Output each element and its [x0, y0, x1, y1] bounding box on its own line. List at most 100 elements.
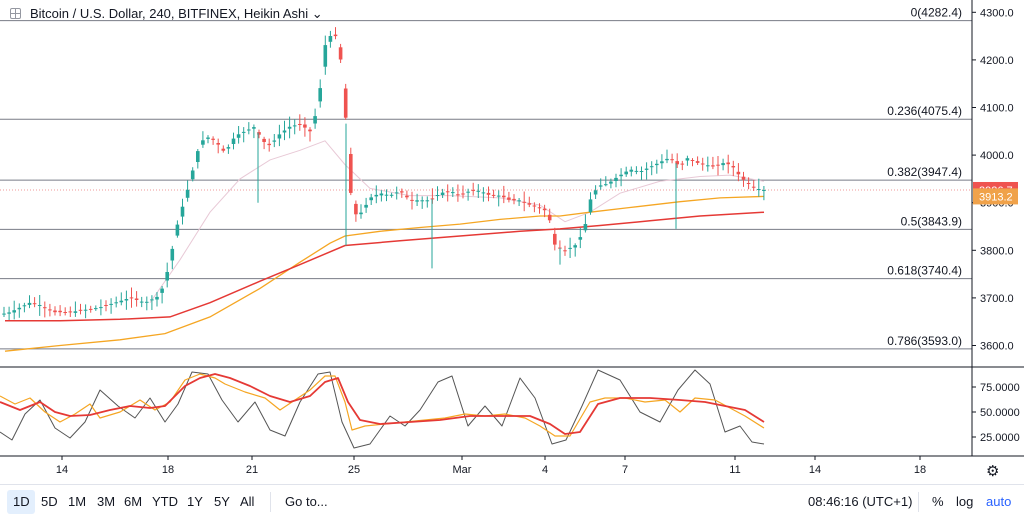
candle-body — [665, 158, 669, 161]
chart-title[interactable]: Bitcoin / U.S. Dollar, 240, BITFINEX, He… — [30, 6, 323, 21]
candle-body — [109, 303, 113, 305]
log-toggle[interactable]: log — [956, 494, 974, 509]
candle-body — [282, 130, 287, 133]
toolbar-divider — [918, 492, 919, 512]
candle-body — [716, 164, 720, 166]
candle-body — [445, 191, 450, 193]
clock-readout[interactable]: 08:46:16 (UTC+1) — [808, 494, 913, 509]
candle-body — [349, 154, 353, 193]
candle-body — [364, 204, 368, 208]
candle-body — [17, 307, 22, 310]
toolbar-divider — [270, 492, 271, 512]
moving-averages — [4, 140, 765, 352]
fib-label: 0.618(3740.4) — [887, 264, 962, 278]
candle-body — [2, 313, 6, 315]
candle-body — [323, 45, 328, 67]
fib-label: 0.236(4075.4) — [887, 104, 962, 118]
range-3m-button[interactable]: 3M — [97, 494, 116, 509]
ma-price-label-bg — [973, 188, 1018, 205]
ma-fast-line — [4, 195, 765, 352]
candle-body — [58, 310, 62, 313]
range-1y-button[interactable]: 1Y — [187, 494, 203, 509]
candle-body — [481, 192, 486, 194]
candle-body — [660, 161, 664, 164]
gear-icon[interactable]: ⚙ — [986, 463, 1000, 480]
osc-slow-line — [0, 373, 765, 435]
range-5y-button[interactable]: 5Y — [214, 494, 230, 509]
candle-body — [471, 189, 475, 191]
candle-body — [313, 116, 317, 124]
candle-body — [578, 237, 583, 240]
range-all-button[interactable]: All — [240, 494, 255, 509]
time-tick-label: 4 — [542, 464, 548, 476]
candle-body — [124, 299, 129, 301]
time-tick-label: Mar — [453, 464, 472, 476]
time-tick-label: 14 — [56, 464, 68, 476]
candle-body — [400, 191, 404, 193]
price-tick-label: 4300.0 — [980, 7, 1014, 19]
range-5d-button[interactable]: 5D — [41, 494, 58, 509]
ma-slow-line — [5, 211, 765, 322]
candle-body — [410, 199, 414, 201]
candle-body — [547, 214, 552, 221]
expand-icon[interactable] — [10, 8, 21, 19]
candle-body — [165, 272, 169, 281]
candle-body — [308, 129, 312, 132]
range-1m-button[interactable]: 1M — [68, 494, 87, 509]
range-ytd-button[interactable]: YTD — [152, 494, 178, 509]
candle-body — [440, 192, 445, 195]
candle-body — [53, 310, 57, 313]
candle-body — [298, 124, 302, 125]
fib-label: 0.786(3593.0) — [887, 334, 962, 348]
chevron-down-icon[interactable]: ⌄ — [311, 6, 323, 21]
time-tick-label: 11 — [729, 464, 740, 476]
price-tick-label: 4100.0 — [980, 103, 1014, 115]
candle-body — [257, 132, 261, 135]
candle-body — [537, 207, 542, 209]
candle-body — [420, 200, 424, 202]
range-1d-button[interactable]: 1D — [13, 494, 30, 509]
axes: 3600.03700.03800.03900.04000.04100.04200… — [0, 0, 1024, 476]
candle-body — [32, 303, 37, 305]
candle-body — [435, 195, 440, 196]
price-chart[interactable]: 0(4282.4) 0.236(4075.4) 0.382(3947.4) 0.5(3… — [0, 0, 1024, 484]
candle-body — [394, 192, 399, 194]
price-tick-label: 3700.0 — [980, 293, 1014, 305]
percent-toggle[interactable]: % — [932, 494, 944, 509]
price-tick-label: 3600.0 — [980, 341, 1014, 353]
candle-body — [211, 138, 215, 140]
ma-price-label: 3913.2 — [979, 191, 1013, 203]
fib-label: 0(4282.4) — [911, 6, 962, 20]
candle-body — [226, 147, 231, 149]
candle-body — [180, 206, 185, 217]
candle-body — [27, 302, 32, 305]
candle-body — [63, 312, 67, 313]
candle-body — [629, 169, 634, 172]
range-6m-button[interactable]: 6M — [124, 494, 143, 509]
ema-line — [149, 140, 765, 303]
candle-body — [343, 88, 348, 118]
candle-body — [670, 159, 674, 161]
candle-body — [507, 197, 511, 200]
candle-body — [405, 195, 409, 198]
candle-body — [634, 170, 639, 172]
goto-button[interactable]: Go to... — [285, 494, 328, 509]
candle-body — [517, 200, 521, 202]
candle-body — [170, 248, 175, 261]
candle-body — [466, 191, 470, 193]
candle-body — [139, 301, 144, 303]
candle-body — [624, 171, 628, 175]
price-tick-label: 3800.0 — [980, 245, 1014, 257]
candle-body — [318, 88, 322, 102]
fib-label: 0.5(3843.9) — [901, 214, 962, 228]
candle-body — [593, 190, 598, 195]
candle-body — [512, 198, 516, 201]
candle-body — [48, 309, 52, 311]
candle-body — [99, 307, 103, 309]
candle-body — [588, 199, 593, 213]
auto-toggle[interactable]: auto — [986, 494, 1012, 509]
candle-body — [476, 190, 481, 192]
candle-body — [206, 137, 210, 139]
candle-body — [68, 311, 73, 313]
candle-body — [655, 163, 659, 166]
